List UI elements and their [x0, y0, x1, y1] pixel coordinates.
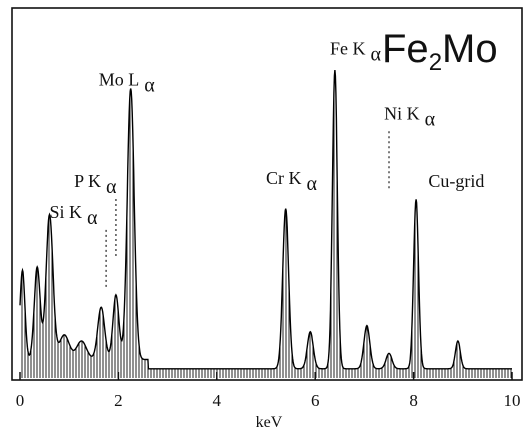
- peak-label: Cu-grid: [428, 171, 484, 191]
- x-tick-label: 8: [409, 391, 418, 410]
- x-tick-label: 2: [114, 391, 123, 410]
- leader-lines: [105, 131, 390, 288]
- chart-title: Fe2Mo: [382, 27, 498, 76]
- spectrum-line: [19, 69, 512, 370]
- peak-label: Fe K α: [330, 39, 382, 66]
- peak-label: Si K α: [50, 202, 99, 229]
- peak-label: Ni K α: [384, 103, 436, 130]
- x-tick-label: 10: [504, 391, 521, 410]
- peak-label: Mo L α: [99, 69, 156, 96]
- title-subscript: 2: [429, 49, 442, 76]
- x-tick-label: 0: [16, 391, 25, 410]
- x-axis-ticks: 0 2 4 6 8 10: [16, 372, 521, 410]
- x-tick-label: 4: [213, 391, 222, 410]
- title-tail: Mo: [442, 27, 498, 71]
- peak-label: Cr K α: [266, 168, 318, 195]
- peak-annotations: Si K α P K α Mo L α Cr K α Fe K α Ni K α Cu-gr…: [50, 39, 485, 229]
- x-tick-label: 6: [311, 391, 320, 410]
- spectrum-fill: [20, 70, 512, 378]
- x-axis-label: keV: [256, 414, 283, 430]
- plot-frame: [11, 7, 523, 381]
- title-main: Fe: [382, 27, 429, 71]
- peak-label: P K α: [74, 171, 117, 198]
